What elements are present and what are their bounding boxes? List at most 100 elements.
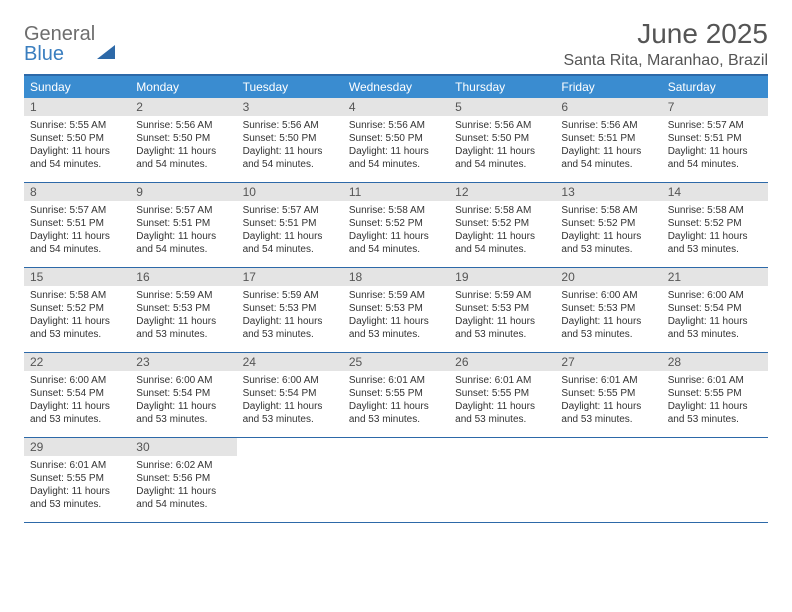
day-info: Sunrise: 6:01 AMSunset: 5:55 PMDaylight:… <box>24 456 130 511</box>
daylight-text: Daylight: 11 hours and 53 minutes. <box>243 400 337 426</box>
day-number: 13 <box>555 183 661 201</box>
sunrise-text: Sunrise: 5:56 AM <box>136 119 230 132</box>
weekday-header: Wednesday <box>343 76 449 98</box>
daylight-text: Daylight: 11 hours and 53 minutes. <box>561 230 655 256</box>
sunrise-text: Sunrise: 5:56 AM <box>561 119 655 132</box>
daylight-text: Daylight: 11 hours and 53 minutes. <box>455 315 549 341</box>
sunrise-text: Sunrise: 5:59 AM <box>136 289 230 302</box>
daylight-text: Daylight: 11 hours and 54 minutes. <box>455 230 549 256</box>
calendar-day-cell: 27Sunrise: 6:01 AMSunset: 5:55 PMDayligh… <box>555 353 661 437</box>
sunset-text: Sunset: 5:51 PM <box>668 132 762 145</box>
daylight-text: Daylight: 11 hours and 54 minutes. <box>136 485 230 511</box>
calendar-day-cell: 21Sunrise: 6:00 AMSunset: 5:54 PMDayligh… <box>662 268 768 352</box>
daylight-text: Daylight: 11 hours and 54 minutes. <box>30 230 124 256</box>
daylight-text: Daylight: 11 hours and 53 minutes. <box>668 400 762 426</box>
sunset-text: Sunset: 5:55 PM <box>455 387 549 400</box>
day-number: 20 <box>555 268 661 286</box>
day-info: Sunrise: 5:55 AMSunset: 5:50 PMDaylight:… <box>24 116 130 171</box>
sunrise-text: Sunrise: 5:58 AM <box>349 204 443 217</box>
day-info: Sunrise: 5:59 AMSunset: 5:53 PMDaylight:… <box>237 286 343 341</box>
calendar-day-cell: 30Sunrise: 6:02 AMSunset: 5:56 PMDayligh… <box>130 438 236 522</box>
daylight-text: Daylight: 11 hours and 54 minutes. <box>243 145 337 171</box>
day-number: 7 <box>662 98 768 116</box>
day-number: 17 <box>237 268 343 286</box>
sunset-text: Sunset: 5:52 PM <box>455 217 549 230</box>
sunset-text: Sunset: 5:50 PM <box>136 132 230 145</box>
logo: General Blue <box>24 18 115 64</box>
day-number: 10 <box>237 183 343 201</box>
calendar-day-cell: 13Sunrise: 5:58 AMSunset: 5:52 PMDayligh… <box>555 183 661 267</box>
sunset-text: Sunset: 5:53 PM <box>243 302 337 315</box>
calendar-body: 1Sunrise: 5:55 AMSunset: 5:50 PMDaylight… <box>24 98 768 523</box>
daylight-text: Daylight: 11 hours and 53 minutes. <box>243 315 337 341</box>
day-info: Sunrise: 5:58 AMSunset: 5:52 PMDaylight:… <box>449 201 555 256</box>
sunset-text: Sunset: 5:51 PM <box>243 217 337 230</box>
daylight-text: Daylight: 11 hours and 53 minutes. <box>30 400 124 426</box>
day-number: 25 <box>343 353 449 371</box>
daylight-text: Daylight: 11 hours and 53 minutes. <box>30 485 124 511</box>
calendar-day-cell: .. <box>237 438 343 522</box>
daylight-text: Daylight: 11 hours and 53 minutes. <box>349 315 443 341</box>
sunrise-text: Sunrise: 5:57 AM <box>136 204 230 217</box>
sunset-text: Sunset: 5:53 PM <box>136 302 230 315</box>
weekday-header-row: SundayMondayTuesdayWednesdayThursdayFrid… <box>24 76 768 98</box>
day-number: 11 <box>343 183 449 201</box>
calendar-day-cell: 24Sunrise: 6:00 AMSunset: 5:54 PMDayligh… <box>237 353 343 437</box>
day-info: Sunrise: 6:01 AMSunset: 5:55 PMDaylight:… <box>662 371 768 426</box>
calendar-day-cell: 6Sunrise: 5:56 AMSunset: 5:51 PMDaylight… <box>555 98 661 182</box>
day-number: 22 <box>24 353 130 371</box>
sunrise-text: Sunrise: 5:58 AM <box>561 204 655 217</box>
day-number: 14 <box>662 183 768 201</box>
sunrise-text: Sunrise: 5:59 AM <box>349 289 443 302</box>
daylight-text: Daylight: 11 hours and 54 minutes. <box>136 230 230 256</box>
sunrise-text: Sunrise: 6:01 AM <box>561 374 655 387</box>
calendar-day-cell: .. <box>449 438 555 522</box>
calendar-day-cell: 4Sunrise: 5:56 AMSunset: 5:50 PMDaylight… <box>343 98 449 182</box>
calendar-day-cell: 10Sunrise: 5:57 AMSunset: 5:51 PMDayligh… <box>237 183 343 267</box>
calendar-week-row: 29Sunrise: 6:01 AMSunset: 5:55 PMDayligh… <box>24 438 768 523</box>
day-number: 1 <box>24 98 130 116</box>
sunrise-text: Sunrise: 6:00 AM <box>30 374 124 387</box>
logo-part1: General <box>24 23 95 45</box>
calendar-day-cell: 18Sunrise: 5:59 AMSunset: 5:53 PMDayligh… <box>343 268 449 352</box>
sunset-text: Sunset: 5:54 PM <box>30 387 124 400</box>
day-info: Sunrise: 5:56 AMSunset: 5:50 PMDaylight:… <box>449 116 555 171</box>
day-info: Sunrise: 5:58 AMSunset: 5:52 PMDaylight:… <box>343 201 449 256</box>
sunset-text: Sunset: 5:56 PM <box>136 472 230 485</box>
sunrise-text: Sunrise: 5:55 AM <box>30 119 124 132</box>
calendar-day-cell: 17Sunrise: 5:59 AMSunset: 5:53 PMDayligh… <box>237 268 343 352</box>
sunset-text: Sunset: 5:51 PM <box>30 217 124 230</box>
sunrise-text: Sunrise: 6:00 AM <box>243 374 337 387</box>
daylight-text: Daylight: 11 hours and 54 minutes. <box>136 145 230 171</box>
day-info: Sunrise: 5:56 AMSunset: 5:50 PMDaylight:… <box>343 116 449 171</box>
calendar-day-cell: 20Sunrise: 6:00 AMSunset: 5:53 PMDayligh… <box>555 268 661 352</box>
daylight-text: Daylight: 11 hours and 54 minutes. <box>30 145 124 171</box>
sunrise-text: Sunrise: 6:00 AM <box>668 289 762 302</box>
sunrise-text: Sunrise: 5:59 AM <box>455 289 549 302</box>
calendar-week-row: 1Sunrise: 5:55 AMSunset: 5:50 PMDaylight… <box>24 98 768 183</box>
daylight-text: Daylight: 11 hours and 54 minutes. <box>455 145 549 171</box>
day-number: 21 <box>662 268 768 286</box>
calendar-day-cell: 2Sunrise: 5:56 AMSunset: 5:50 PMDaylight… <box>130 98 236 182</box>
calendar: SundayMondayTuesdayWednesdayThursdayFrid… <box>24 74 768 523</box>
sunset-text: Sunset: 5:51 PM <box>561 132 655 145</box>
sunrise-text: Sunrise: 5:58 AM <box>668 204 762 217</box>
calendar-day-cell: .. <box>662 438 768 522</box>
calendar-day-cell: 15Sunrise: 5:58 AMSunset: 5:52 PMDayligh… <box>24 268 130 352</box>
day-number: 9 <box>130 183 236 201</box>
day-number: 18 <box>343 268 449 286</box>
sunset-text: Sunset: 5:52 PM <box>349 217 443 230</box>
calendar-day-cell: 26Sunrise: 6:01 AMSunset: 5:55 PMDayligh… <box>449 353 555 437</box>
sunset-text: Sunset: 5:52 PM <box>668 217 762 230</box>
day-number: 6 <box>555 98 661 116</box>
sunrise-text: Sunrise: 5:57 AM <box>30 204 124 217</box>
calendar-day-cell: 8 Sunrise: 5:57 AMSunset: 5:51 PMDaylight… <box>24 183 130 267</box>
sunrise-text: Sunrise: 6:00 AM <box>561 289 655 302</box>
calendar-day-cell: 16Sunrise: 5:59 AMSunset: 5:53 PMDayligh… <box>130 268 236 352</box>
daylight-text: Daylight: 11 hours and 54 minutes. <box>349 145 443 171</box>
day-info: Sunrise: 5:59 AMSunset: 5:53 PMDaylight:… <box>343 286 449 341</box>
day-number: 8 <box>24 183 130 201</box>
sunrise-text: Sunrise: 6:02 AM <box>136 459 230 472</box>
calendar-day-cell: 14Sunrise: 5:58 AMSunset: 5:52 PMDayligh… <box>662 183 768 267</box>
daylight-text: Daylight: 11 hours and 54 minutes. <box>668 145 762 171</box>
